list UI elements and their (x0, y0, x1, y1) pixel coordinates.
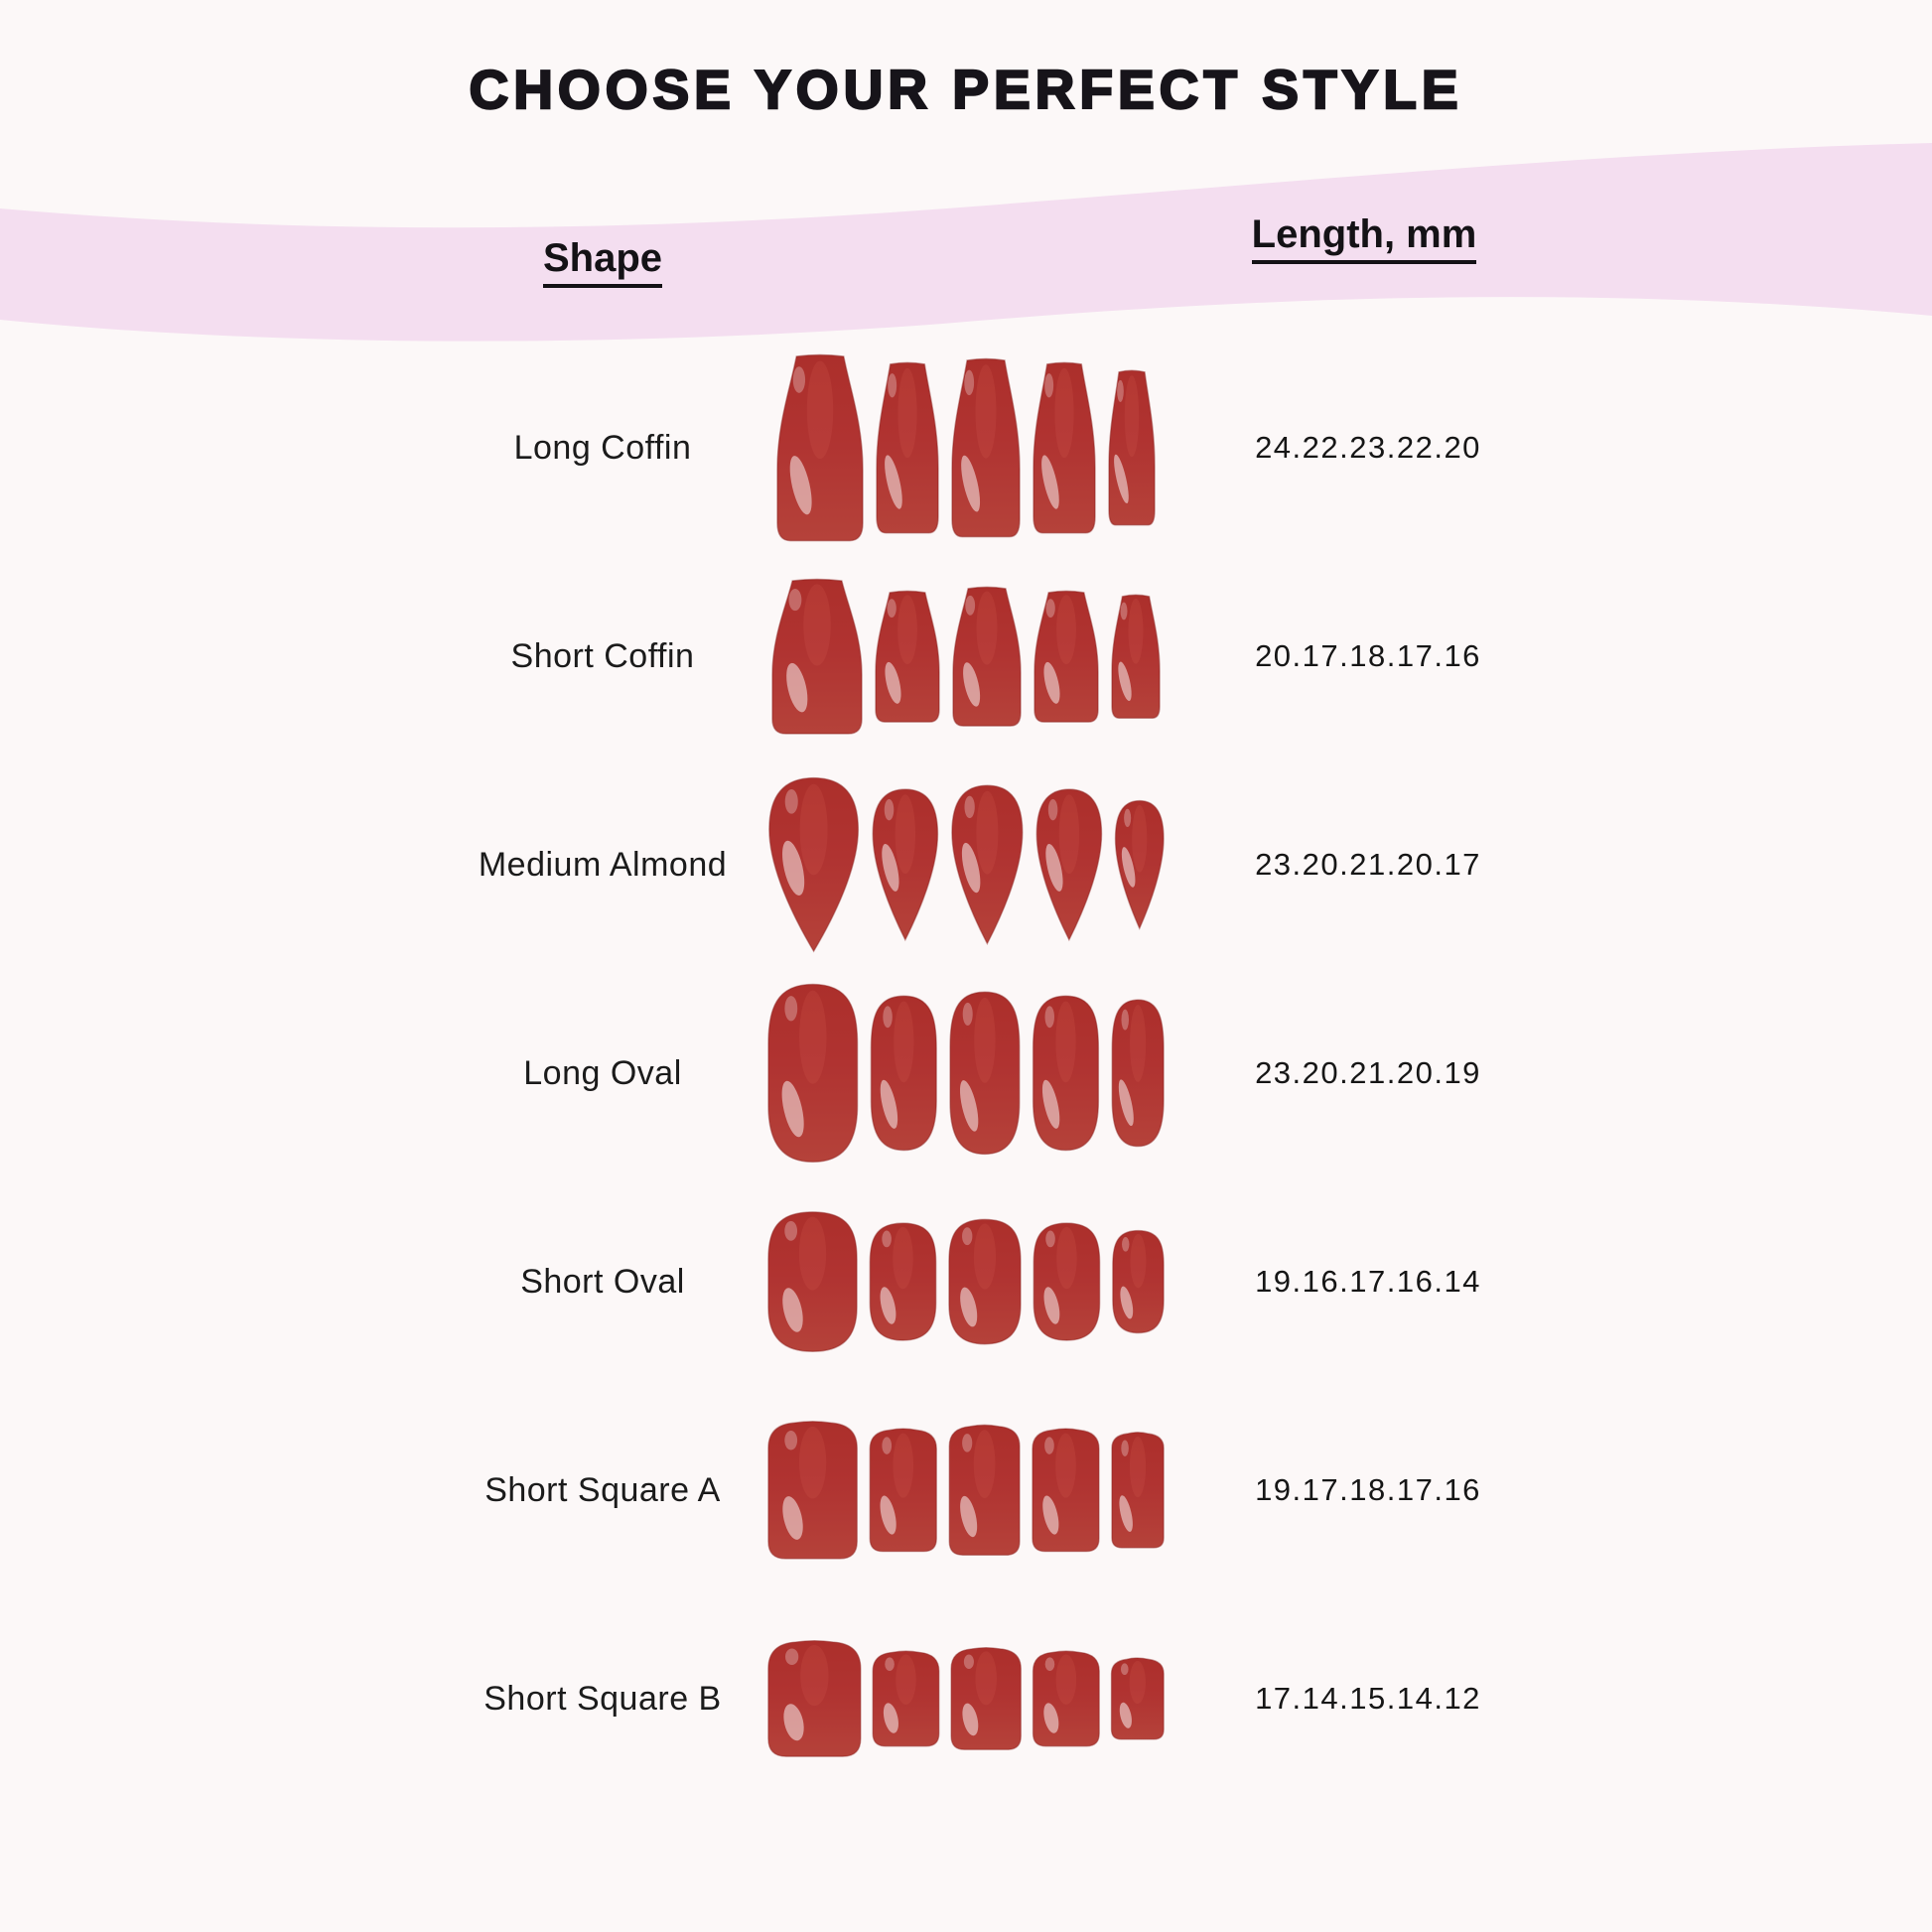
length-values: 23.20.21.20.19 (1255, 1055, 1481, 1090)
nail-set-photo-square (767, 1639, 1165, 1757)
nail-set-image (767, 1203, 1165, 1360)
style-rows-table: Long Coffin 24.22.23.22.20 Short Coffin 20.… (0, 344, 1932, 1803)
nail-set-image (767, 770, 1165, 959)
nail-set-photo-almond (768, 777, 1165, 953)
shape-label: Short Square A (484, 1470, 721, 1509)
shape-label: Short Coffin (510, 636, 695, 675)
nail-set-photo-oval (767, 983, 1165, 1164)
nail-set-photo-oval (767, 1211, 1165, 1352)
nail-set-image (767, 574, 1165, 739)
nail-set-photo-coffin (776, 353, 1156, 542)
nail-set-image (767, 1412, 1165, 1569)
table-row: Short Coffin 20.17.18.17.16 (0, 552, 1932, 760)
table-row: Short Oval 19.16.17.16.14 (0, 1177, 1932, 1386)
shape-label: Short Oval (520, 1262, 685, 1301)
table-row: Medium Almond 23.20.21.20.17 (0, 760, 1932, 969)
length-values: 20.17.18.17.16 (1255, 638, 1481, 673)
shape-label: Medium Almond (478, 845, 728, 884)
length-values: 19.17.18.17.16 (1255, 1472, 1481, 1507)
page-title: CHOOSE YOUR PERFECT STYLE (468, 58, 1463, 121)
length-values: 17.14.15.14.12 (1255, 1681, 1481, 1716)
nail-set-image (767, 349, 1165, 546)
shape-header-text: Shape (542, 236, 663, 288)
table-row: Short Square B 17.14.15.14.12 (0, 1594, 1932, 1803)
shape-label: Long Coffin (513, 428, 692, 467)
length-header-text: Length, mm (1251, 212, 1477, 264)
column-header-shape: Shape (454, 236, 752, 288)
shape-label: Long Oval (523, 1053, 682, 1092)
table-row: Long Oval 23.20.21.20.19 (0, 969, 1932, 1177)
length-values: 19.16.17.16.14 (1255, 1264, 1481, 1299)
length-values: 23.20.21.20.17 (1255, 847, 1481, 882)
nail-set-photo-coffin (771, 578, 1161, 735)
nail-set-photo-square (767, 1420, 1165, 1560)
table-row: Short Square A 19.17.18.17.16 (0, 1386, 1932, 1594)
column-header-length: Length, mm (1215, 212, 1513, 264)
shape-label: Short Square B (483, 1679, 722, 1718)
nail-set-image (767, 1628, 1165, 1769)
length-values: 24.22.23.22.20 (1255, 430, 1481, 465)
nail-set-image (767, 979, 1165, 1168)
table-row: Long Coffin 24.22.23.22.20 (0, 344, 1932, 552)
